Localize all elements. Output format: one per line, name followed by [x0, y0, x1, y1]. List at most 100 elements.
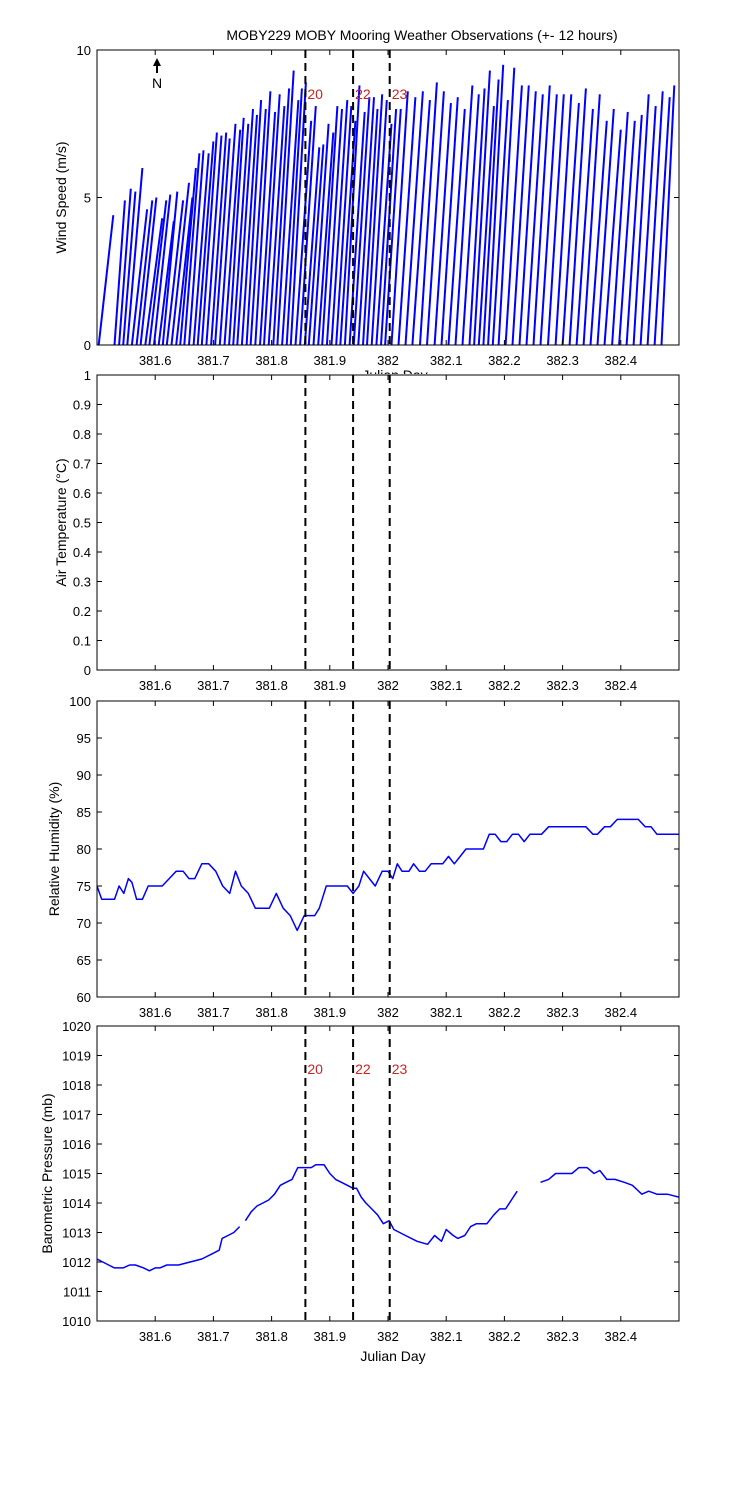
event-marker-label: 20 [307, 1061, 323, 1077]
wind-stick [330, 100, 349, 345]
wind-stick [390, 91, 409, 345]
y-tick-label: 0.7 [73, 457, 91, 472]
x-tick-label: 382.1 [430, 1329, 463, 1344]
x-tick-label: 382.2 [488, 353, 521, 368]
wind-stick [321, 106, 339, 345]
wind-stick [148, 200, 168, 345]
wind-stick [419, 82, 438, 345]
wind-stick [218, 123, 237, 345]
wind-stick [603, 129, 622, 345]
x-tick-label: 381.8 [255, 678, 288, 693]
x-tick-label: 382 [377, 678, 399, 693]
x-tick-label: 382.4 [605, 678, 638, 693]
x-tick-label: 382.1 [430, 678, 463, 693]
x-tick-label: 381.6 [139, 1329, 172, 1344]
wind-stick [205, 135, 223, 345]
wind-stick [294, 120, 313, 345]
wind-stick [170, 182, 190, 345]
wind-stick [289, 82, 307, 345]
y-tick-label: 0 [84, 663, 91, 678]
wind-stick [646, 91, 664, 345]
wind-stick [200, 132, 218, 345]
y-tick-label: 1011 [63, 1285, 91, 1300]
wind-stick [473, 70, 491, 345]
wind-stick [357, 97, 375, 345]
wind-stick [404, 91, 424, 345]
wind-stick [625, 114, 643, 345]
wind-stick [122, 191, 137, 345]
y-tick-label: 1010 [62, 1314, 91, 1329]
wind-stick [343, 85, 361, 345]
x-tick-label: 381.9 [314, 678, 347, 693]
wind-stick [263, 94, 281, 345]
y-tick-label: 75 [77, 879, 91, 894]
wind-stick [223, 129, 242, 345]
wind-stick [468, 88, 486, 345]
y-tick-label: 85 [77, 805, 91, 820]
north-label: N [152, 75, 162, 91]
x-tick-label: 381.6 [139, 353, 172, 368]
wind-stick [192, 153, 210, 345]
wind-stick [157, 220, 175, 345]
x-tick-label: 381.9 [314, 353, 347, 368]
event-marker-label: 22 [355, 1061, 371, 1077]
y-tick-label: 95 [77, 731, 91, 746]
y-tick-label: 1014 [62, 1196, 91, 1211]
y-tick-label: 0.3 [73, 575, 91, 590]
x-tick-label: 381.6 [139, 678, 172, 693]
wind-stick [228, 117, 245, 345]
wind-stick [632, 94, 650, 345]
pressure-series-line [97, 1226, 241, 1272]
wind-stick [611, 111, 629, 345]
wind-stick [272, 88, 291, 345]
x-tick-label: 381.6 [139, 1005, 172, 1020]
barometric-pressure-panel: 20 22 23 381.6 381.7 381.8 381.9 382 382.1 382.2 3… [39, 1019, 680, 1344]
event-marker-label: 23 [392, 86, 408, 102]
wind-stick [547, 94, 565, 345]
wind-stick [130, 209, 149, 345]
wind-stick [113, 200, 126, 345]
relative-humidity-panel: 381.6 381.7 381.8 381.9 382 382.1 382.2 382.3 38… [46, 694, 680, 1020]
wind-stick [639, 106, 657, 345]
wind-stick [126, 167, 144, 345]
y-tick-label: 1020 [62, 1019, 91, 1034]
humidity-y-axis-label: Relative Humidity (%) [46, 782, 62, 917]
wind-data [97, 64, 676, 345]
wind-stick [433, 103, 452, 345]
wind-stick [196, 141, 215, 345]
x-tick-label: 381.9 [314, 1329, 347, 1344]
wind-stick [660, 85, 676, 345]
wind-stick [370, 100, 388, 345]
wind-x-label-partial: Julian Day [362, 367, 427, 383]
wind-stick [276, 70, 295, 345]
wind-stick [653, 97, 671, 345]
wind-stick [482, 79, 500, 345]
x-tick-label: 382.3 [546, 678, 579, 693]
x-tick-label: 382.4 [605, 353, 638, 368]
x-tick-label: 382 [377, 353, 399, 368]
wind-stick [397, 97, 417, 345]
wind-stick [325, 108, 343, 345]
x-axis-label: Julian Day [360, 1348, 425, 1364]
wind-stick [240, 114, 258, 345]
x-tick-label: 382.2 [488, 1005, 521, 1020]
wind-stick [135, 200, 154, 345]
humidity-axes-frame [96, 700, 680, 998]
wind-stick [384, 108, 402, 345]
wind-stick [183, 153, 201, 345]
x-tick-label: 382.4 [605, 1005, 638, 1020]
x-tick-label: 381.7 [197, 1329, 230, 1344]
x-tick-label: 382.3 [546, 1329, 579, 1344]
wind-stick [618, 120, 636, 345]
wind-stick [312, 123, 330, 345]
y-tick-label: 1016 [62, 1137, 91, 1152]
y-tick-label: 1013 [62, 1226, 91, 1241]
x-tick-label: 382.4 [605, 1329, 638, 1344]
wind-stick [554, 94, 573, 345]
wind-stick [525, 94, 544, 345]
y-tick-label: 0.5 [73, 516, 91, 531]
wind-stick [317, 132, 335, 345]
wind-stick [539, 94, 558, 345]
y-tick-label: 1018 [62, 1078, 91, 1093]
